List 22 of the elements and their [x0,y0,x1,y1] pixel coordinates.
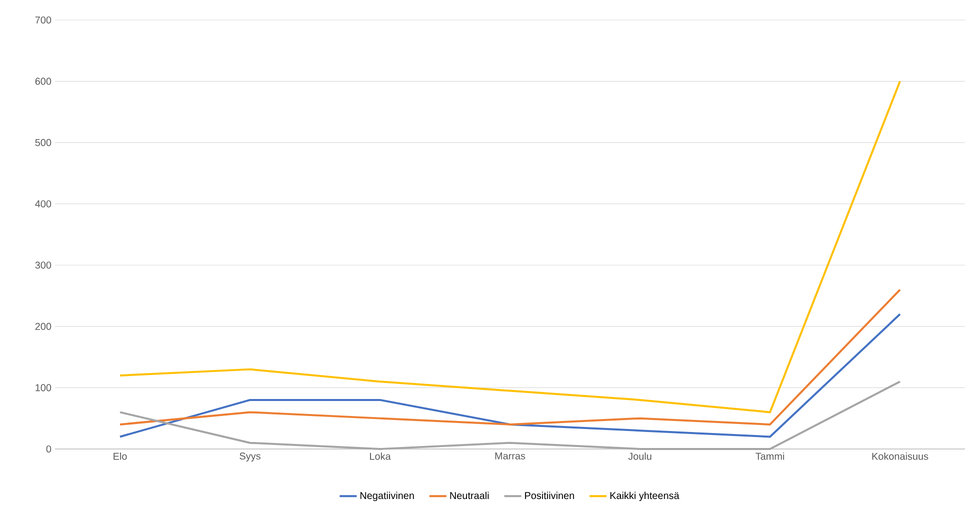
x-tick-label: Kokonaisuus [872,452,928,460]
x-tick-label: Joulu [628,452,652,460]
y-tick-label: 700 [35,16,52,24]
y-tick-label: 200 [35,322,52,330]
x-tick-label: Tammi [756,452,784,460]
x-tick-label: Loka [370,452,391,460]
line-series [119,380,902,450]
legend-label: Kaikki yhteensä [610,492,680,502]
legend-label: Neutraali [450,492,489,500]
x-tick-label: Elo [114,452,127,460]
y-tick-label: 0 [46,445,52,453]
line-series [119,313,902,438]
y-tick-label: 100 [36,384,52,392]
legend-label: Negatiivinen [360,492,414,502]
y-tick-label: 300 [35,262,52,269]
y-tick-label: 500 [35,139,52,146]
legend-label: Positiivinen [525,492,574,500]
x-tick-label: Syys [240,452,260,462]
line-series [119,80,902,414]
y-tick-label: 400 [35,200,52,208]
x-tick-label: Marras [495,452,526,460]
y-tick-label: 600 [35,78,52,85]
